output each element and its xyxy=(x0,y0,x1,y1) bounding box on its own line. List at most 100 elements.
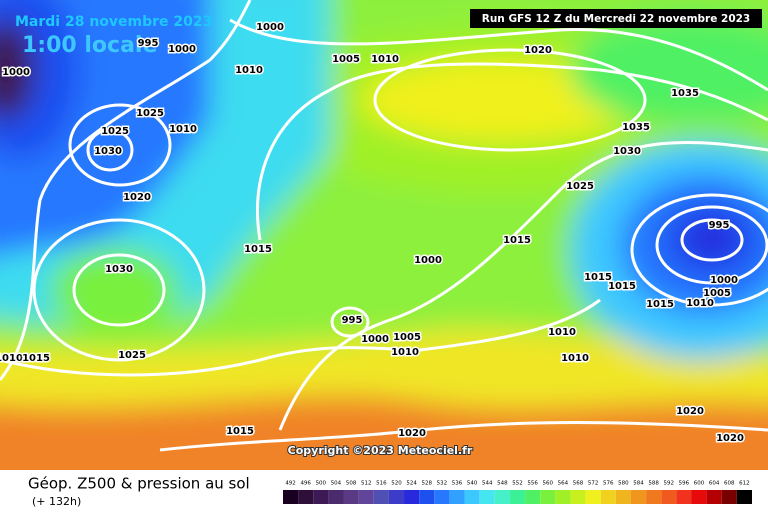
legend-label: 592 xyxy=(664,481,675,487)
isobar-label: 1025 xyxy=(118,350,146,361)
legend-label: 612 xyxy=(739,481,750,487)
isobar-label: 1010 xyxy=(391,347,419,358)
legend-swatch xyxy=(298,490,314,504)
legend-label: 496 xyxy=(300,481,311,487)
legend-swatch xyxy=(464,490,480,504)
isobar-label: 1005 xyxy=(393,332,421,343)
footer-title: Géop. Z500 & pression au sol xyxy=(28,475,250,493)
legend-label: 552 xyxy=(512,481,523,487)
isobar-label: 1015 xyxy=(646,299,674,310)
legend-swatch xyxy=(373,490,389,504)
legend-swatch xyxy=(388,490,405,504)
isobar-label: 1020 xyxy=(398,428,426,439)
isobar-label: 1020 xyxy=(676,406,704,417)
isobar-label: 1000 xyxy=(168,44,196,55)
isobar-label: 1015 xyxy=(244,244,272,255)
isobar-label: 1010 xyxy=(371,54,399,65)
legend-swatch xyxy=(691,490,707,504)
isobar-label: 1010 xyxy=(235,65,263,76)
legend-swatch xyxy=(479,490,495,504)
isobar-label: 1005 xyxy=(703,288,731,299)
legend-label: 508 xyxy=(346,481,357,487)
legend-label: 524 xyxy=(406,481,417,487)
legend-label: 556 xyxy=(527,481,538,487)
isobar-label: 1025 xyxy=(566,181,594,192)
legend-swatch xyxy=(540,490,556,504)
legend-label: 596 xyxy=(679,481,690,487)
isobar-labels: 995 1000 1000 1000 1025 1025 1030 1010 1010 1020 1… xyxy=(0,21,745,446)
isobar-label: 1015 xyxy=(22,353,50,364)
legend-swatch xyxy=(525,490,541,504)
legend-label: 600 xyxy=(694,481,705,487)
legend-label: 528 xyxy=(421,481,432,487)
isobar-label: 1000 xyxy=(2,67,30,78)
isobar-label: 1030 xyxy=(94,146,122,157)
isobar-label: 1010 xyxy=(169,124,197,135)
isobar-label: 995 xyxy=(709,220,730,231)
legend-label: 584 xyxy=(633,481,644,487)
time: 1:00 locale xyxy=(22,33,157,58)
legend-swatch xyxy=(434,490,450,504)
legend-swatch xyxy=(661,490,677,504)
legend-swatch xyxy=(283,490,299,504)
legend-swatch xyxy=(313,490,329,504)
legend-label: 532 xyxy=(437,481,448,487)
isobar-label: 1035 xyxy=(622,122,650,133)
legend-swatch xyxy=(706,490,722,504)
isobar-label: 1030 xyxy=(613,146,641,157)
isobar-label: 1000 xyxy=(361,334,389,345)
legend-label: 568 xyxy=(573,481,584,487)
isobars xyxy=(0,0,768,452)
legend-swatch xyxy=(419,490,435,504)
isobar-label: 995 xyxy=(138,38,159,49)
legend-swatch xyxy=(721,490,737,504)
isobar-label: 1000 xyxy=(414,255,442,266)
isobar-label: 1020 xyxy=(716,433,744,444)
isobar-label: 1010 xyxy=(561,353,589,364)
legend-swatch xyxy=(555,490,571,504)
legend-swatch xyxy=(449,490,465,504)
legend-label: 492 xyxy=(285,481,296,487)
legend-label: 544 xyxy=(482,481,493,487)
isobar-label: 1030 xyxy=(105,264,133,275)
legend-swatch xyxy=(600,490,616,504)
legend-label: 512 xyxy=(361,481,372,487)
legend-swatch xyxy=(404,490,420,504)
legend-label: 604 xyxy=(709,481,720,487)
legend-label: 576 xyxy=(603,481,614,487)
legend-label: 588 xyxy=(648,481,659,487)
isobar-label: 1025 xyxy=(136,108,164,119)
footer-lead: (+ 132h) xyxy=(32,495,81,508)
copyright: Copyright ©2023 Meteociel.fr xyxy=(288,444,473,457)
legend-swatch xyxy=(343,490,359,504)
legend-label: 560 xyxy=(543,481,554,487)
isobar-label: 1015 xyxy=(503,235,531,246)
legend-label: 580 xyxy=(618,481,629,487)
isobar-label: 1010 xyxy=(0,353,23,364)
legend-swatch xyxy=(494,490,510,504)
legend-swatch xyxy=(328,490,344,504)
isobar-label: 995 xyxy=(342,315,363,326)
legend: 492 496 500 504 508 512 516 520 524 528 532 536 540 5… xyxy=(283,481,752,504)
isobar-label: 1010 xyxy=(548,327,576,338)
isobar-label: 1015 xyxy=(584,272,612,283)
legend-swatch xyxy=(630,490,647,504)
legend-swatch xyxy=(615,490,631,504)
legend-swatch xyxy=(509,490,526,504)
legend-label: 536 xyxy=(452,481,463,487)
isobar-label: 1010 xyxy=(686,298,714,309)
isobar-label: 1005 xyxy=(332,54,360,65)
date: Mardi 28 novembre 2023 xyxy=(15,14,212,30)
run-box xyxy=(470,9,762,28)
legend-label: 520 xyxy=(391,481,402,487)
run: Run GFS 12 Z du Mercredi 22 novembre 202… xyxy=(482,13,750,25)
legend-swatch xyxy=(736,490,752,504)
isobar-label: 1015 xyxy=(608,281,636,292)
legend-swatch xyxy=(646,490,662,504)
legend-label: 548 xyxy=(497,481,508,487)
isobar-label: 1035 xyxy=(671,88,699,99)
isobar-label: 1025 xyxy=(101,126,129,137)
legend-swatch xyxy=(358,490,374,504)
